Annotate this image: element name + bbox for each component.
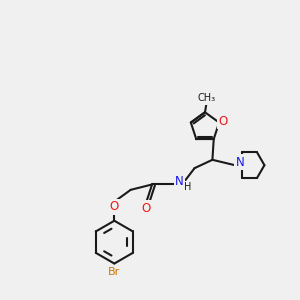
Text: H: H <box>184 182 192 192</box>
Text: N: N <box>175 175 184 188</box>
Text: N: N <box>236 156 244 169</box>
Text: O: O <box>110 200 119 213</box>
Text: Br: Br <box>108 268 121 278</box>
Text: O: O <box>142 202 151 215</box>
Text: CH₃: CH₃ <box>197 93 215 103</box>
Text: O: O <box>218 115 227 128</box>
